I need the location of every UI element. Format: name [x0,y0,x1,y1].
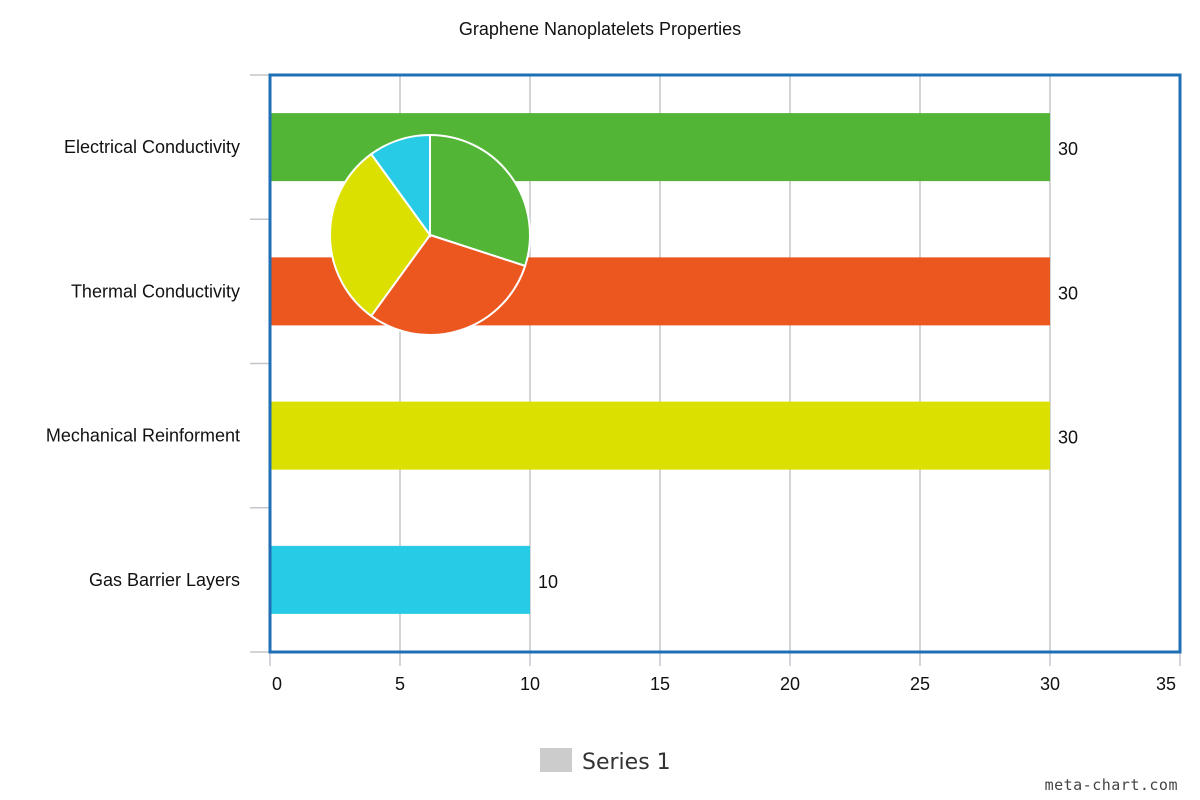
category-label: Mechanical Reinforment [46,426,240,446]
x-tick-label: 20 [780,674,800,694]
x-tick-label: 30 [1040,674,1060,694]
chart-title: Graphene Nanoplatelets Properties [459,19,741,39]
bar[interactable] [270,401,1050,470]
x-tick-label: 15 [650,674,670,694]
legend-label[interactable]: Series 1 [582,750,671,775]
pie-slice[interactable] [429,133,531,268]
data-label: 30 [1058,139,1078,159]
x-tick-label: 5 [395,674,405,694]
x-axis-ticks: 0 5 10 15 20 25 30 35 [272,674,1176,694]
category-labels: Electrical Conductivity Thermal Conductiv… [46,137,240,590]
category-label: Electrical Conductivity [64,137,240,157]
data-label: 30 [1058,428,1078,448]
x-tick-label: 10 [520,674,540,694]
data-labels: 30 30 30 10 [538,139,1078,592]
data-label: 30 [1058,283,1078,303]
bar[interactable] [270,545,530,614]
data-label: 10 [538,572,558,592]
x-tick-label: 0 [272,674,282,694]
legend-swatch[interactable] [540,748,572,772]
category-label: Thermal Conductivity [71,281,240,301]
category-label: Gas Barrier Layers [89,570,240,590]
pie-slice[interactable] [369,133,431,239]
pie-slice[interactable] [369,233,527,336]
watermark: meta-chart.com [1045,776,1178,794]
pie-slice[interactable] [329,152,432,318]
x-tick-label: 35 [1156,674,1176,694]
plot-border [268,73,1182,654]
x-tick-label: 25 [910,674,930,694]
legend[interactable]: Series 1 [540,748,671,775]
pie-inset [329,133,531,336]
